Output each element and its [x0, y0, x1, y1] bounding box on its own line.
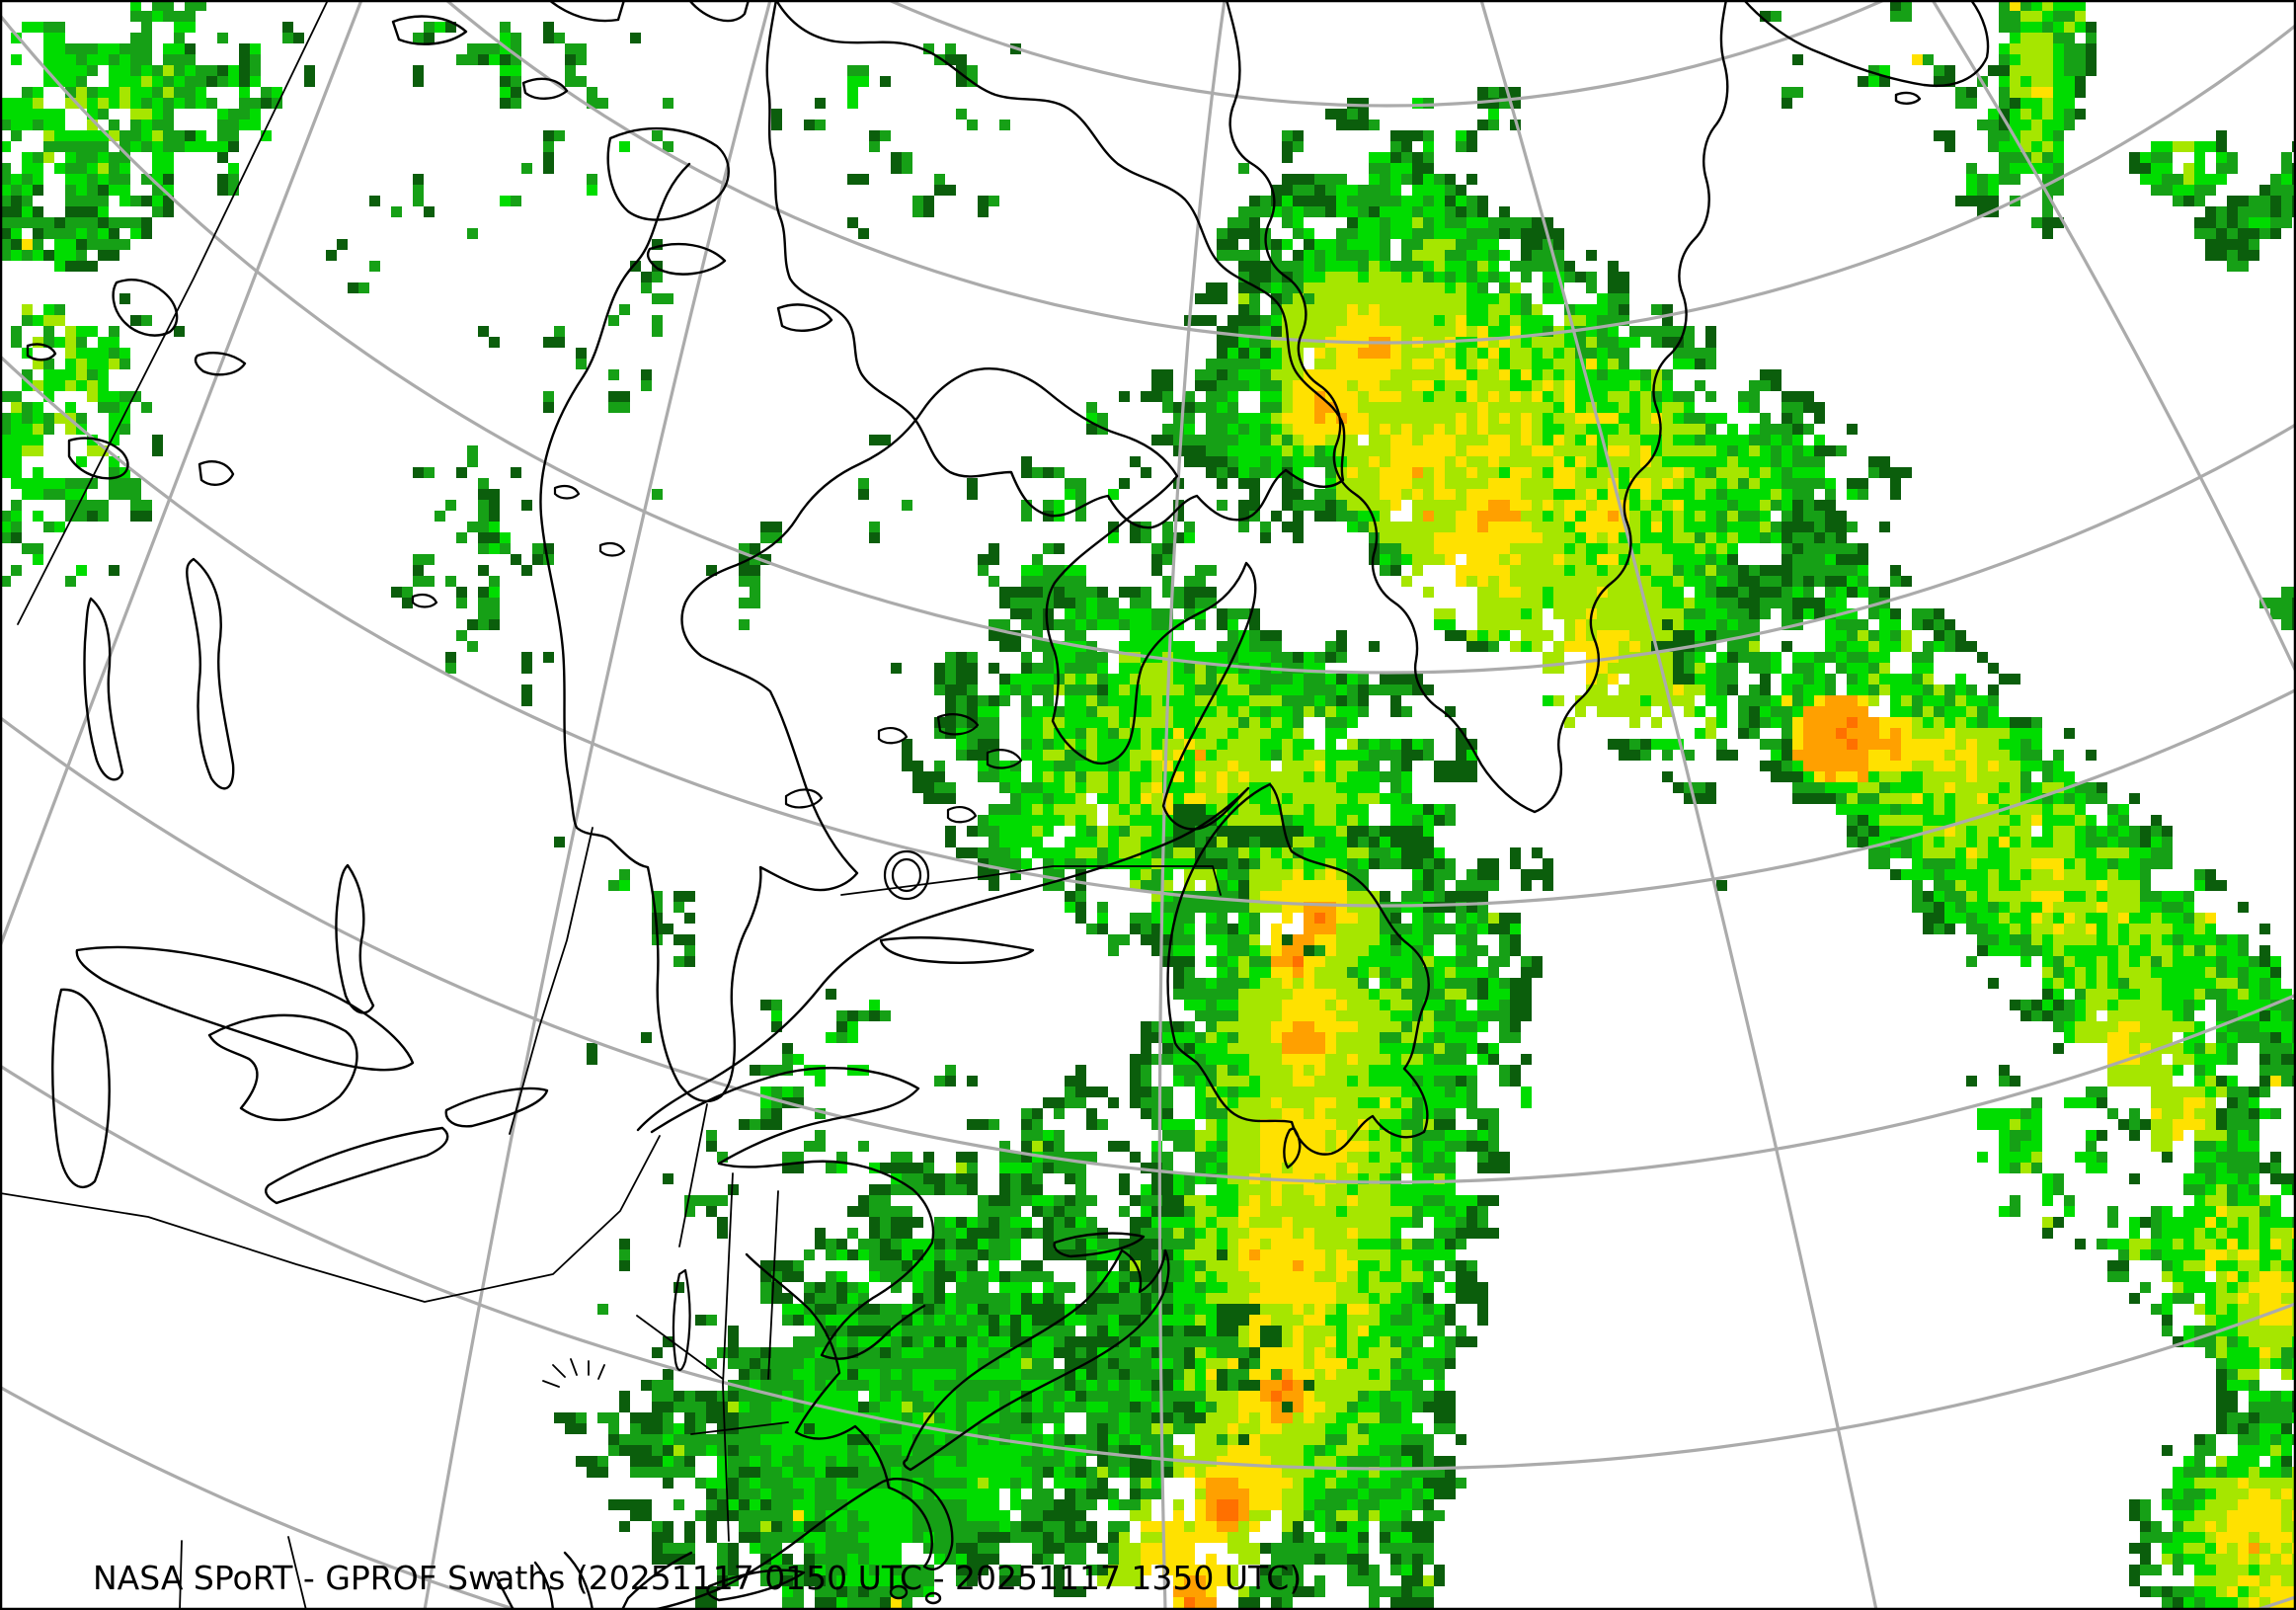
border-prairie-diagonal: [17, 0, 329, 625]
map-title: NASA SPoRT - GPROF Swaths (20251117 0150…: [93, 1559, 1303, 1597]
quebec-small-lakes: [411, 484, 1023, 901]
graticule-meridian: [0, 0, 363, 948]
graticule-parallel: [443, 0, 2296, 345]
graticule-meridian: [1479, 0, 1878, 1610]
coastline-us-east: [492, 1252, 954, 1610]
coastline-great-lakes: [51, 863, 549, 1205]
border-ontario-quebec: [678, 1103, 708, 1248]
border-quebec-labrador: [840, 865, 1222, 896]
coastline-maritimes: [650, 1067, 1170, 1472]
graticule-parallel: [885, 0, 1888, 108]
border-hatch-marks: [542, 1358, 605, 1388]
coastline-arctic-islands: [391, 0, 833, 332]
coastline-greenland: [1225, 0, 1729, 814]
coastline-newfoundland: [1166, 782, 1430, 1169]
coastline-hudson-bay: [539, 162, 1257, 1132]
coastline-anticosti: [879, 936, 1035, 964]
graticule-meridian: [423, 0, 772, 1610]
border-manitoba-ontario: [509, 827, 594, 1135]
political-borders: [0, 0, 1222, 1610]
border-us-canada: [0, 1135, 661, 1303]
graticule-meridian: [1157, 0, 1227, 1610]
graticule-parallel: [0, 354, 2296, 908]
coastlines: [26, 0, 1990, 1610]
lake-champlain: [672, 1268, 691, 1372]
graticule-parallel: [0, 12, 2296, 675]
border-new-england-states: [179, 1172, 789, 1610]
coastline-iceland: [1742, 0, 1990, 105]
graticule-meridian: [1931, 0, 2296, 674]
graticule-parallel: [0, 715, 2296, 1184]
coastline-manitoba-lakes: [26, 279, 247, 790]
coastline-baffin-island: [765, 0, 1346, 529]
graticule-parallel: [0, 1385, 2296, 1610]
graticule-parallel: [0, 1064, 2296, 1471]
